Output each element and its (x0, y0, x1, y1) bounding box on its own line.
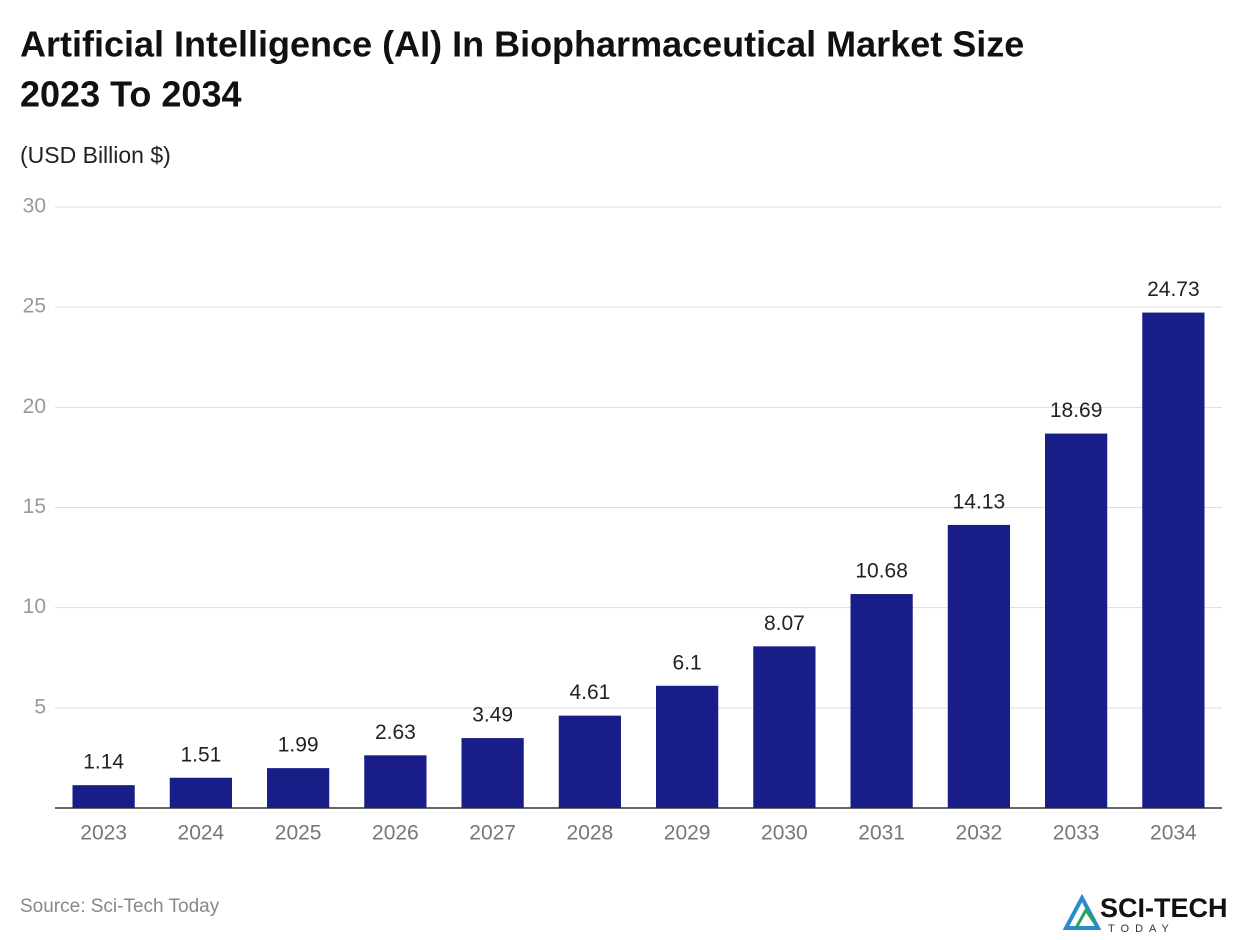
chart-title: 2023 To 2034 (20, 74, 241, 115)
chart-title: Artificial Intelligence (AI) In Biopharm… (20, 24, 1024, 65)
value-label: 1.51 (180, 743, 221, 766)
bar (753, 646, 816, 808)
x-tick-label: 2033 (1053, 822, 1100, 845)
value-label: 6.1 (673, 651, 702, 674)
value-label: 18.69 (1050, 399, 1103, 422)
value-label: 14.13 (953, 490, 1006, 513)
x-tick-label: 2027 (469, 822, 516, 845)
y-tick-label: 25 (23, 295, 46, 318)
x-tick-label: 2032 (956, 822, 1003, 845)
value-label: 2.63 (375, 721, 416, 744)
bar (850, 594, 913, 808)
value-label: 8.07 (764, 612, 805, 635)
bar (1142, 312, 1205, 808)
bar (169, 777, 232, 808)
value-label: 1.99 (278, 734, 319, 757)
y-tick-label: 5 (34, 695, 46, 718)
bar (947, 524, 1010, 808)
value-label: 10.68 (855, 560, 908, 583)
bar (267, 768, 330, 808)
bar (558, 715, 621, 808)
source: Source: Sci-Tech Today (20, 896, 220, 917)
x-tick-label: 2028 (567, 822, 614, 845)
logo: SCI-TECH TODAY (1062, 893, 1228, 935)
x-tick-label: 2023 (80, 822, 127, 845)
logo-icon (1074, 907, 1096, 929)
bar (1045, 433, 1108, 808)
logo-tagline: TODAY (1108, 923, 1175, 935)
bar (364, 755, 427, 808)
y-tick-label: 10 (23, 595, 46, 618)
bar (461, 738, 524, 808)
x-tick-label: 2031 (858, 822, 905, 845)
x-tick-label: 2026 (372, 822, 419, 845)
logo-name: SCI-TECH (1100, 893, 1228, 923)
x-tick-label: 2025 (275, 822, 322, 845)
bar (72, 785, 135, 808)
x-tick-label: 2029 (664, 822, 711, 845)
value-label: 1.14 (83, 751, 124, 774)
x-tick-label: 2030 (761, 822, 808, 845)
logo-icon (1062, 893, 1102, 930)
x-tick-label: 2034 (1150, 822, 1197, 845)
value-label: 4.61 (569, 681, 610, 704)
value-label: 3.49 (472, 704, 513, 727)
chart-subtitle: (USD Billion $) (20, 142, 171, 168)
value-label: 24.73 (1147, 278, 1200, 301)
y-tick-label: 20 (23, 395, 46, 418)
x-tick-label: 2024 (178, 822, 225, 845)
bar (656, 685, 719, 808)
y-tick-label: 15 (23, 495, 46, 518)
y-tick-label: 30 (23, 195, 46, 218)
